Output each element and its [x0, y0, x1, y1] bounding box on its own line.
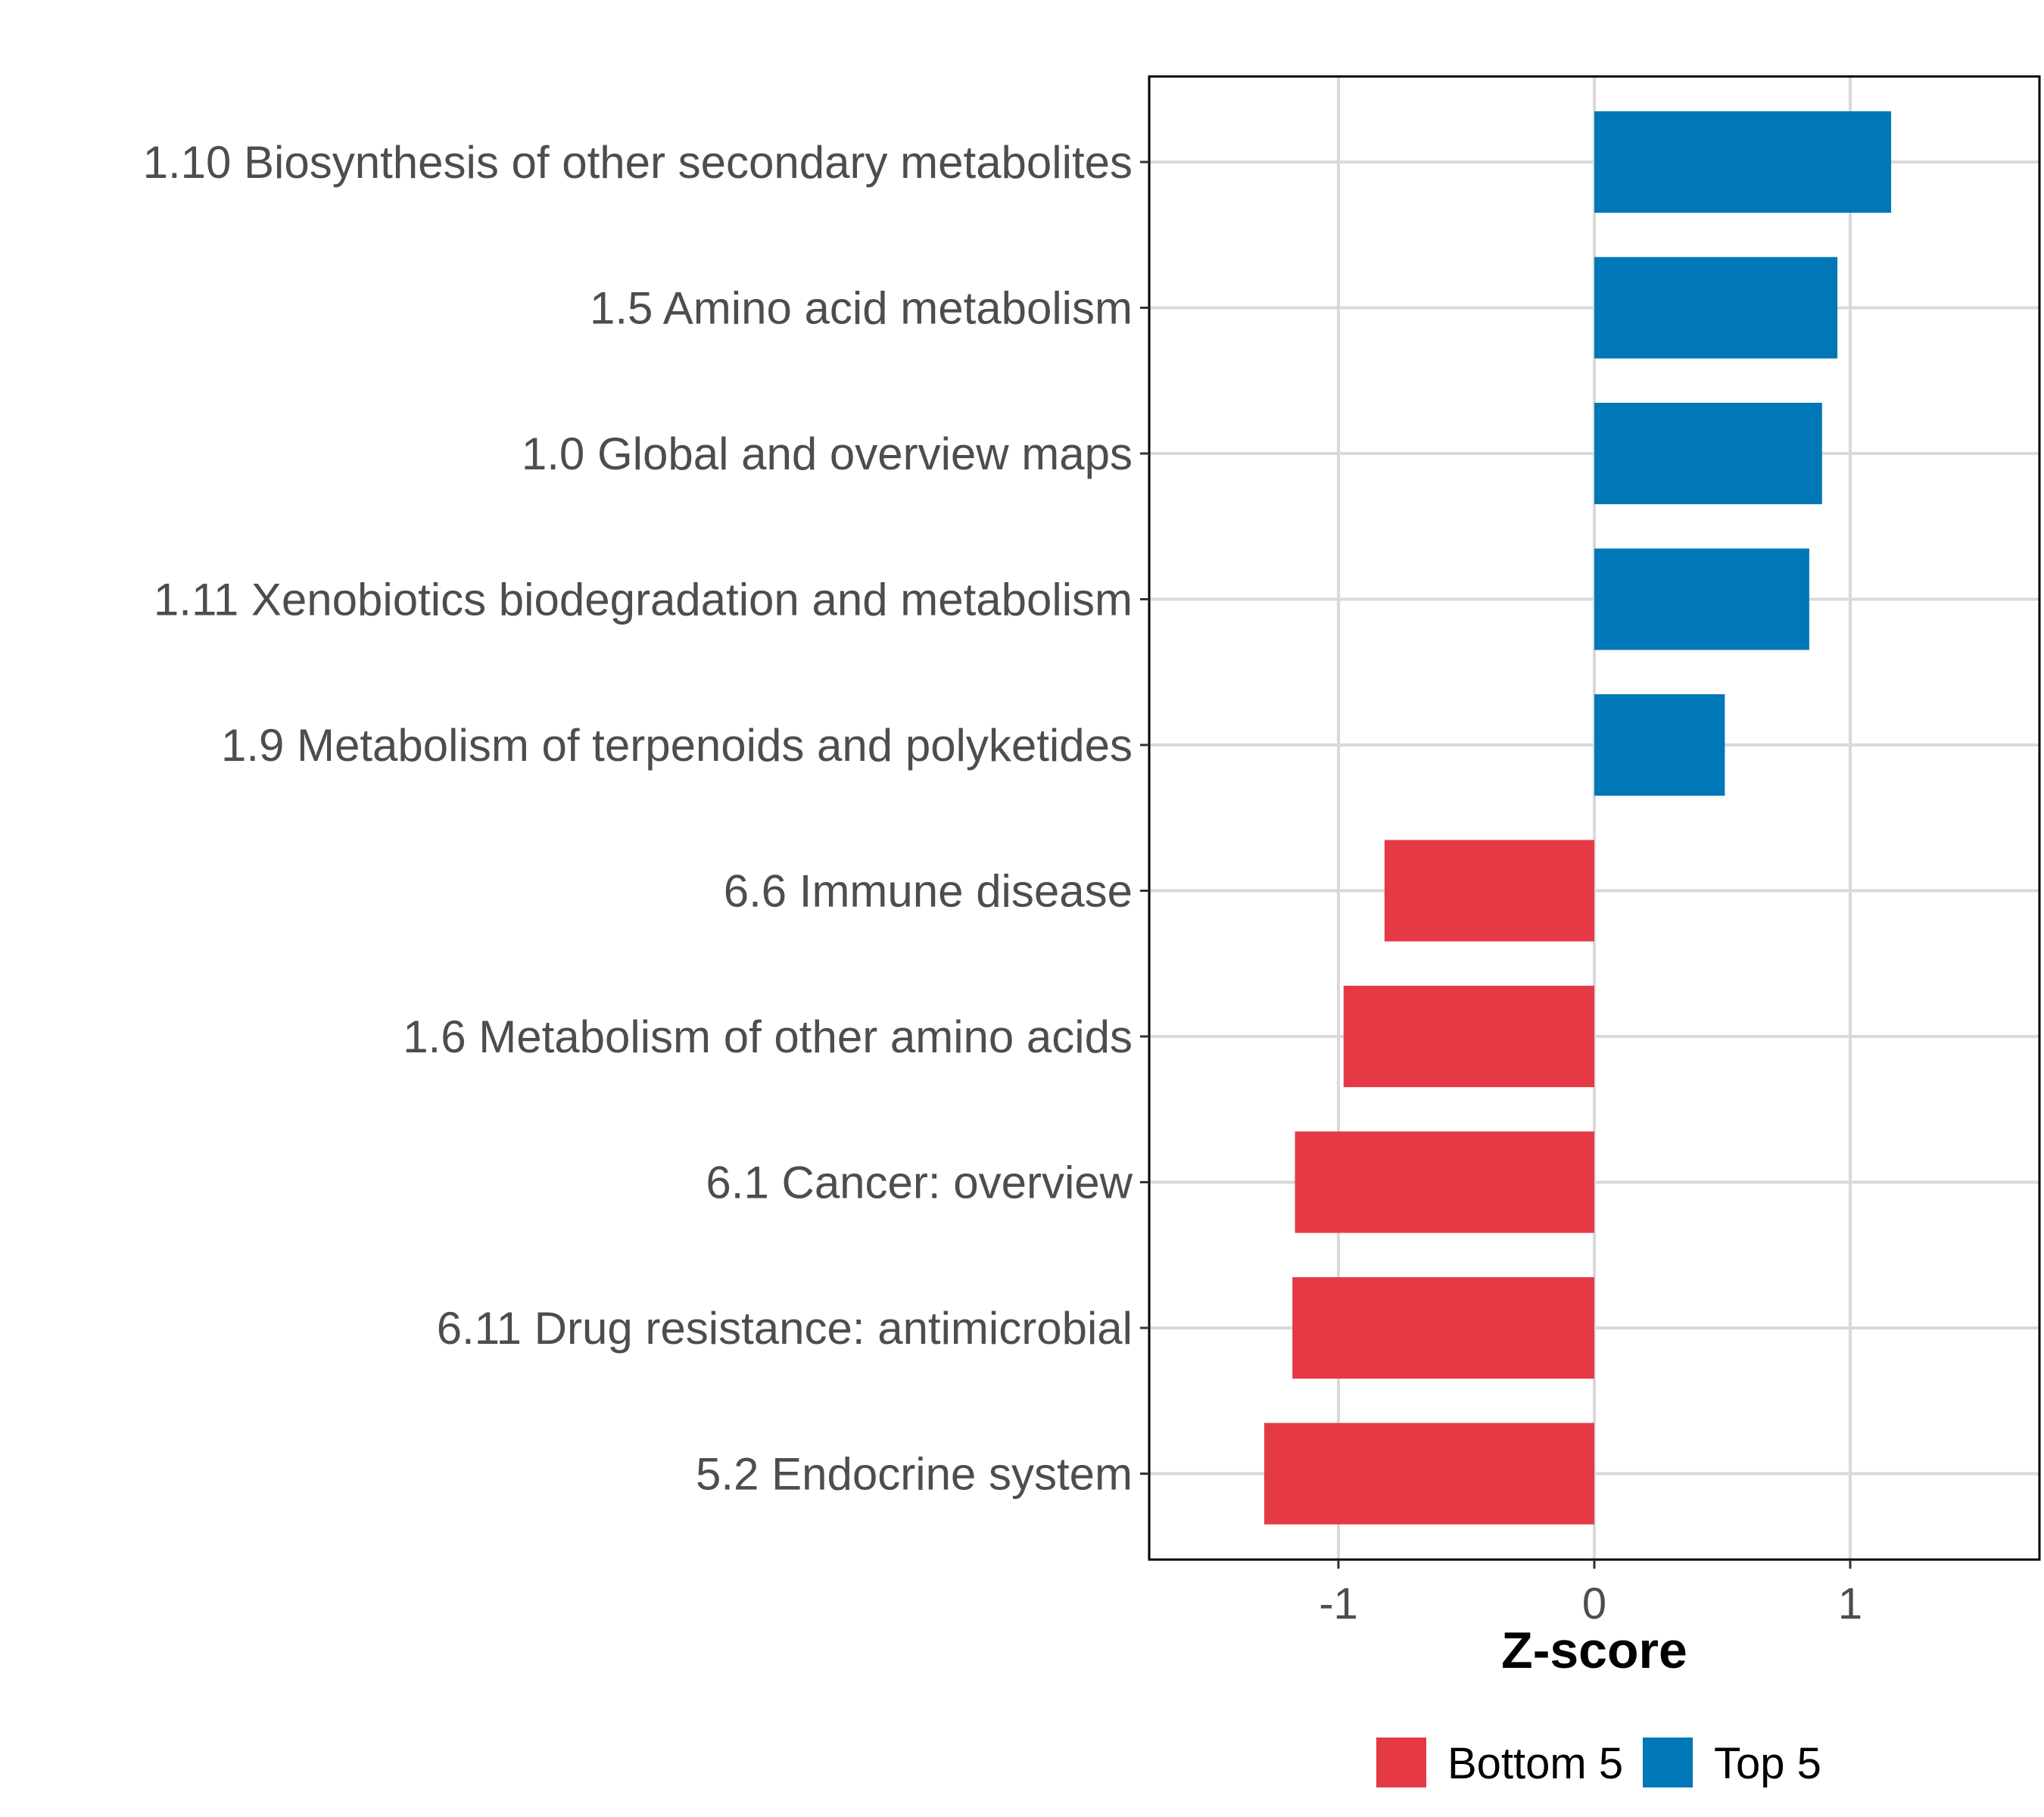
x-tick-label: -1 [1319, 1579, 1358, 1628]
legend-swatch [1376, 1738, 1426, 1787]
x-tick-label: 1 [1838, 1579, 1862, 1628]
y-tick-label: 1.9 Metabolism of terpenoids and polyket… [221, 720, 1133, 771]
x-axis-ticks: -1 0 1 [1319, 1560, 1862, 1628]
bar [1384, 840, 1594, 942]
bar [1594, 694, 1725, 796]
bar [1594, 403, 1822, 504]
legend-swatch [1643, 1738, 1693, 1787]
y-tick-label: 6.11 Drug resistance: antimicrobial [437, 1303, 1133, 1354]
y-tick-label: 1.11 Xenobiotics biodegradation and meta… [154, 575, 1133, 625]
y-tick-label: 6.6 Immune disease [724, 866, 1133, 917]
y-tick-label: 6.1 Cancer: overview [706, 1158, 1133, 1208]
y-tick-label: 1.10 Biosynthesis of other secondary met… [143, 137, 1133, 188]
y-tick-label: 1.5 Amino acid metabolism [590, 283, 1133, 334]
legend-label: Bottom 5 [1447, 1739, 1623, 1788]
bar [1594, 548, 1809, 650]
legend: Bottom 5 Top 5 [1376, 1738, 1821, 1788]
x-axis-title: Z-score [1501, 1622, 1687, 1679]
legend-label: Top 5 [1714, 1739, 1821, 1788]
bar [1594, 111, 1892, 213]
bar [1263, 1423, 1594, 1525]
bar [1343, 986, 1594, 1087]
bar [1594, 257, 1838, 359]
bar [1295, 1131, 1594, 1233]
y-tick-label: 1.0 Global and overview maps [522, 429, 1133, 479]
y-tick-label: 5.2 Endocrine system [696, 1449, 1133, 1500]
y-axis-ticks: 1.10 Biosynthesis of other secondary met… [143, 137, 1149, 1500]
bar [1292, 1277, 1594, 1379]
x-tick-label: 0 [1582, 1579, 1606, 1628]
bars [1263, 111, 1892, 1525]
y-tick-label: 1.6 Metabolism of other amino acids [403, 1011, 1133, 1062]
